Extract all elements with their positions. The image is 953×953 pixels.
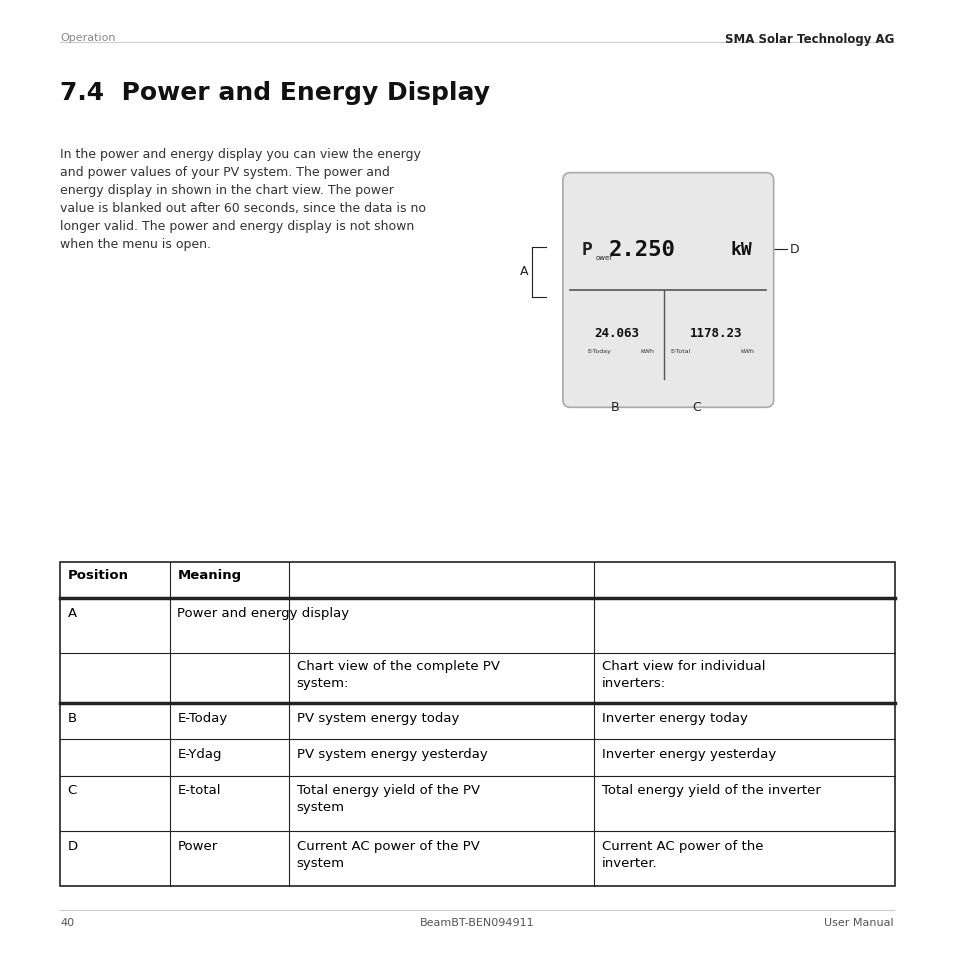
FancyBboxPatch shape [562,173,773,408]
Text: User Manual: User Manual [823,917,893,926]
Text: C: C [68,783,77,797]
Text: 1178.23: 1178.23 [689,327,742,340]
Text: BeamBT-BEN094911: BeamBT-BEN094911 [419,917,534,926]
Text: 40: 40 [60,917,74,926]
Text: kW: kW [730,241,752,258]
Text: In the power and energy display you can view the energy
and power values of your: In the power and energy display you can … [60,148,426,251]
Text: kWh: kWh [639,348,654,354]
Text: Chart view for individual
inverters:: Chart view for individual inverters: [601,659,764,689]
Text: Inverter energy yesterday: Inverter energy yesterday [601,747,776,760]
Text: Total energy yield of the inverter: Total energy yield of the inverter [601,783,820,797]
Text: B: B [610,400,619,414]
Text: P: P [581,241,592,258]
Text: Chart view of the complete PV
system:: Chart view of the complete PV system: [296,659,499,689]
Text: Meaning: Meaning [177,568,241,581]
Text: A: A [68,606,77,619]
Text: B: B [68,711,77,724]
Text: SMA Solar Technology AG: SMA Solar Technology AG [723,33,893,47]
Text: E-total: E-total [177,783,221,797]
Text: Current AC power of the
inverter.: Current AC power of the inverter. [601,839,762,868]
Text: Inverter energy today: Inverter energy today [601,711,747,724]
Text: Power and energy display: Power and energy display [177,606,349,619]
Text: A: A [519,265,528,278]
Text: Position: Position [68,568,129,581]
Text: 2.250: 2.250 [608,240,675,259]
Text: 7.4  Power and Energy Display: 7.4 Power and Energy Display [60,81,490,105]
Text: Power: Power [177,839,217,852]
Text: PV system energy today: PV system energy today [296,711,458,724]
Text: E-Today: E-Today [587,348,611,354]
Text: 24.063: 24.063 [593,327,639,340]
Text: PV system energy yesterday: PV system energy yesterday [296,747,487,760]
Text: E-Total: E-Total [670,348,690,354]
Bar [60,562,894,886]
Text: Current AC power of the PV
system: Current AC power of the PV system [296,839,479,868]
Text: D: D [68,839,78,852]
Text: C: C [691,400,700,414]
Text: E-Today: E-Today [177,711,228,724]
Text: E-Ydag: E-Ydag [177,747,222,760]
Text: Total energy yield of the PV
system: Total energy yield of the PV system [296,783,479,813]
Text: kWh: kWh [740,348,754,354]
Text: Operation: Operation [60,33,115,43]
Text: ower: ower [595,254,612,260]
Text: D: D [789,243,799,256]
